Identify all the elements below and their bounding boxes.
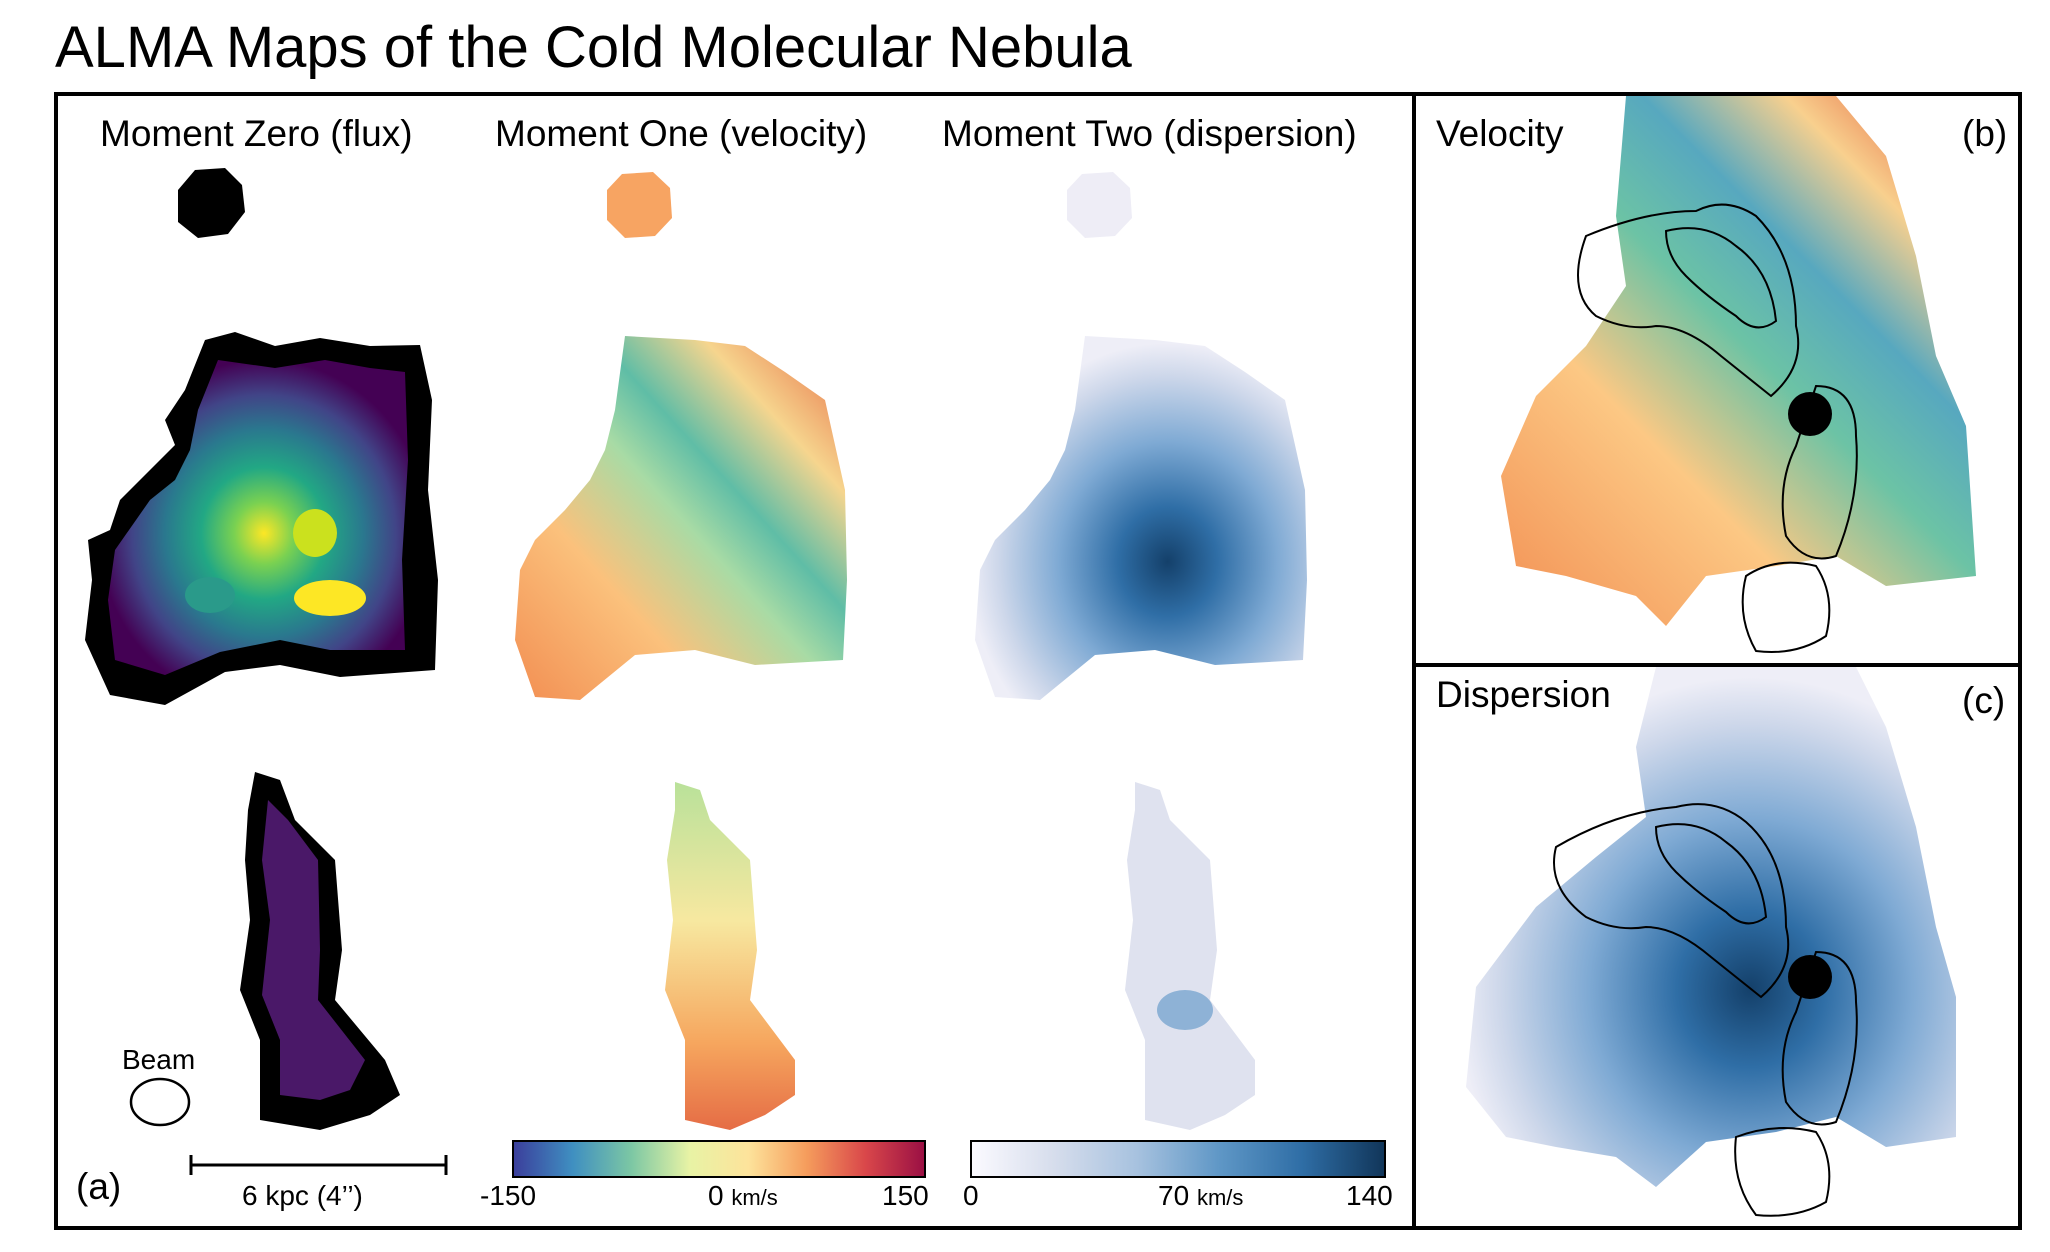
velocity-zoom-contours-plume <box>1781 384 1858 560</box>
velocity-zoom-contours-south <box>1741 561 1831 653</box>
flux-peak-south <box>294 580 366 616</box>
moment-two-map <box>975 172 1307 1130</box>
panel-a-tag: (a) <box>76 1166 122 1207</box>
panel-c-tag: (c) <box>1962 680 2006 721</box>
velocity-colorbar-mid: 0 km/s <box>708 1180 778 1211</box>
flux-tail-core <box>262 800 365 1100</box>
velocity-unit: km/s <box>731 1185 778 1210</box>
velocity-zoom-contours-north <box>1577 203 1800 398</box>
dispersion-main-blob <box>975 336 1307 700</box>
dispersion-zoom-contours-inner <box>1654 823 1768 925</box>
velocity-colorbar-min: -150 <box>480 1180 537 1211</box>
dispersion-small-blob <box>1067 172 1132 238</box>
dispersion-zoom-blob <box>1466 667 1956 1187</box>
dispersion-zoom-contours-plume <box>1781 950 1858 1126</box>
velocity-main-blob <box>515 336 847 700</box>
velocity-zoom-map <box>1501 96 1976 653</box>
flux-small-blob <box>178 168 245 238</box>
beam-label: Beam <box>122 1044 196 1075</box>
dispersion-tail-peak <box>1157 990 1213 1030</box>
dispersion-colorbar-min: 0 <box>963 1180 979 1211</box>
dispersion-zoom-nucleus <box>1788 955 1832 999</box>
panel-c <box>1412 663 2022 1230</box>
dispersion-colorbar-mid: 70 km/s <box>1158 1180 1244 1211</box>
velocity-small-blob <box>607 172 672 238</box>
col-title-moment-zero: Moment Zero (flux) <box>100 113 413 154</box>
flux-main-core <box>108 360 408 675</box>
flux-peak-north <box>293 509 337 557</box>
scale-bar-label: 6 kpc (4’’) <box>242 1180 363 1211</box>
velocity-zoom-nucleus <box>1788 392 1832 436</box>
velocity-colorbar-max: 150 <box>882 1180 929 1211</box>
dispersion-tail-blob <box>1125 782 1255 1130</box>
moment-one-map <box>515 172 847 1130</box>
panel-b-label: Velocity <box>1436 113 1564 154</box>
velocity-zoom-contours-inner <box>1664 227 1778 329</box>
dispersion-zoom-contours-south <box>1734 1127 1831 1217</box>
col-title-moment-two: Moment Two (dispersion) <box>942 113 1357 154</box>
scale-bar <box>189 1155 448 1175</box>
panel-c-label: Dispersion <box>1436 674 1611 715</box>
dispersion-zoom-contours-north <box>1553 803 1790 999</box>
panel-b-tag: (b) <box>1962 113 2008 154</box>
figure-title: ALMA Maps of the Cold Molecular Nebula <box>55 15 1132 80</box>
dispersion-colorbar-max: 140 <box>1346 1180 1393 1211</box>
velocity-zoom-blob <box>1501 96 1976 626</box>
dispersion-colorbar <box>970 1140 1386 1178</box>
flux-peak-west <box>185 577 235 613</box>
col-title-moment-one: Moment One (velocity) <box>495 113 868 154</box>
moment-zero-map <box>85 168 438 1130</box>
dispersion-unit: km/s <box>1196 1185 1244 1210</box>
velocity-colorbar <box>512 1140 926 1178</box>
dispersion-zoom-map <box>1466 667 1956 1217</box>
beam-ellipse <box>129 1077 191 1127</box>
velocity-tail-blob <box>665 782 795 1130</box>
